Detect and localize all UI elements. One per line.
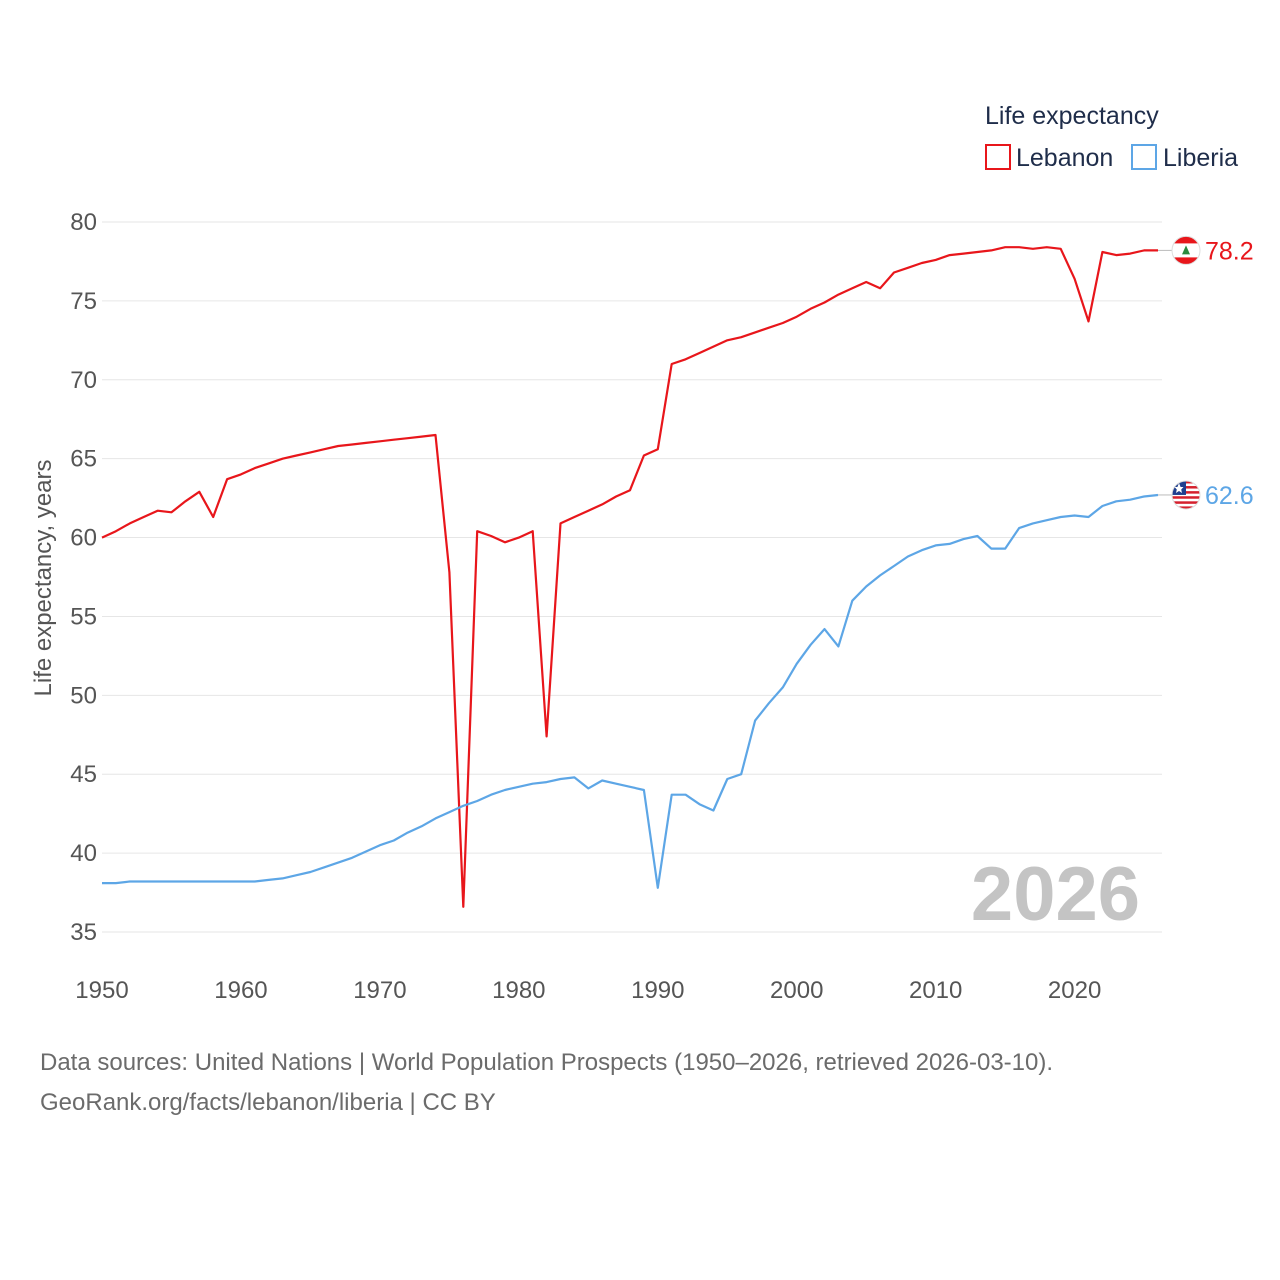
series-end-markers: 78.2 62.6 (1158, 235, 1254, 510)
y-axis-label: Life expectancy, years (30, 459, 57, 696)
data-source-footer: Data sources: United Nations | World Pop… (40, 1043, 1240, 1123)
x-tick-label-2020: 2020 (1048, 977, 1101, 1004)
x-tick-label-2010: 2010 (909, 977, 962, 1004)
legend-swatch-liberia (1131, 144, 1157, 170)
y-tick-label-35: 35 (70, 919, 97, 946)
year-watermark: 2026 (971, 852, 1140, 937)
end-value-label-lebanon: 78.2 (1205, 237, 1254, 265)
line-liberia (102, 493, 1159, 889)
x-tick-label-1970: 1970 (353, 977, 406, 1004)
lebanon-flag-icon (1171, 235, 1201, 265)
legend-label-lebanon: Lebanon (1016, 144, 1113, 172)
gridlines (102, 221, 1162, 933)
legend-item-lebanon[interactable]: Lebanon (985, 144, 1113, 172)
legend-label-liberia: Liberia (1163, 144, 1238, 172)
legend-swatch-lebanon (985, 144, 1011, 170)
y-tick-label-75: 75 (70, 288, 97, 315)
y-tick-label-40: 40 (70, 840, 97, 867)
y-tick-label-45: 45 (70, 761, 97, 788)
legend-title: Life expectancy (985, 102, 1159, 130)
life-expectancy-chart: 35 40 45 50 55 60 65 70 75 80 1950 1960 1970 1980 199… (30, 102, 1254, 1004)
y-axis-ticks: 35 40 45 50 55 60 65 70 75 80 (70, 209, 97, 946)
x-tick-label-1950: 1950 (75, 977, 128, 1004)
attribution-link[interactable]: GeoRank.org/facts/lebanon/liberia | CC B… (40, 1089, 496, 1116)
source-line: Data sources: United Nations | World Pop… (40, 1049, 1054, 1076)
legend: Life expectancy Lebanon Liberia (985, 102, 1238, 172)
line-lebanon (101, 246, 1158, 908)
x-tick-label-1960: 1960 (214, 977, 267, 1004)
y-tick-label-80: 80 (70, 209, 97, 236)
y-tick-label-55: 55 (70, 603, 97, 630)
y-tick-label-50: 50 (70, 682, 97, 709)
end-value-label-liberia: 62.6 (1205, 482, 1254, 510)
x-tick-label-1990: 1990 (631, 977, 684, 1004)
liberia-flag-icon (1171, 480, 1201, 510)
y-tick-label-70: 70 (70, 367, 97, 394)
y-tick-label-65: 65 (70, 446, 97, 473)
y-tick-label-60: 60 (70, 525, 97, 552)
series-lines (101, 246, 1159, 908)
x-tick-label-1980: 1980 (492, 977, 545, 1004)
legend-item-liberia[interactable]: Liberia (1131, 144, 1238, 172)
x-tick-label-2000: 2000 (770, 977, 823, 1004)
x-axis-ticks: 1950 1960 1970 1980 1990 2000 2010 2020 (75, 977, 1101, 1004)
